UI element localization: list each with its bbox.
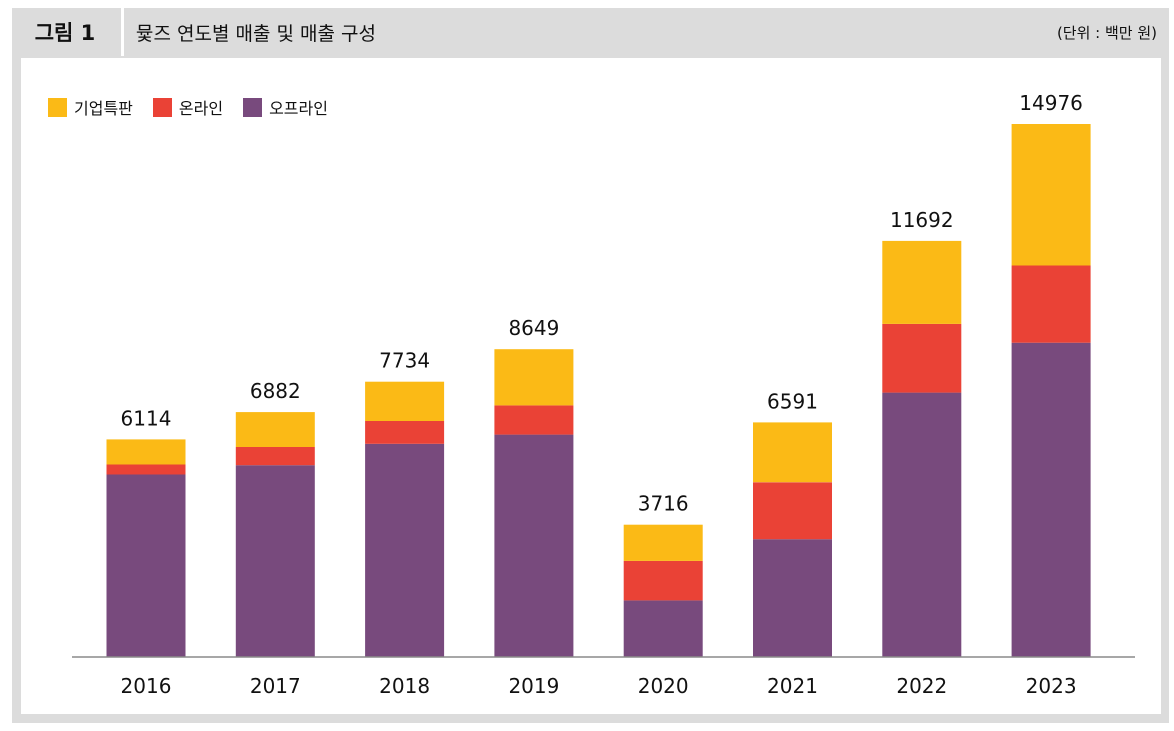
legend-swatch-offline [243,97,263,117]
bar-corporate-2021 [753,422,832,483]
legend: 기업특판 온라인 오프라인 [48,96,348,118]
legend-swatch-online [152,97,172,117]
bar-corporate-2022 [882,240,962,324]
x-tick-2020: 2020 [638,674,689,698]
chart-panel [21,58,1161,714]
bar-online-2017 [235,447,315,466]
bar-online-2021 [753,482,832,540]
total-label-2021: 6591 [767,389,818,413]
bar-online-2016 [106,464,186,475]
total-label-2018: 7734 [379,349,430,373]
bar-offline-2023 [1011,342,1091,657]
total-label-2023: 14976 [1019,91,1083,115]
total-label-2017: 6882 [250,379,301,403]
figure-title: 뮻즈 연도별 매출 및 매출 구성 [136,22,376,45]
x-tick-2022: 2022 [896,674,947,698]
x-tick-2019: 2019 [508,674,559,698]
x-tick-2017: 2017 [250,674,301,698]
bar-corporate-2018 [365,381,445,421]
legend-label-offline: 오프라인 [269,99,328,118]
bar-online-2020 [623,560,703,601]
bar-corporate-2020 [623,524,703,561]
total-label-2022: 11692 [890,208,954,232]
bar-offline-2017 [235,465,315,657]
bar-online-2019 [494,405,574,435]
bar-offline-2021 [753,539,832,657]
legend-item-online: 온라인 [152,95,224,119]
x-tick-2023: 2023 [1026,674,1077,698]
bar-online-2022 [882,323,962,393]
bar-corporate-2023 [1011,124,1091,266]
x-tick-2021: 2021 [767,674,818,698]
bar-offline-2022 [882,392,962,657]
bar-online-2023 [1011,265,1091,343]
bar-offline-2020 [623,600,703,657]
bar-offline-2016 [106,474,186,657]
total-label-2019: 8649 [508,316,559,340]
legend-label-corporate: 기업특판 [74,99,133,118]
total-label-2016: 6114 [121,406,172,430]
legend-item-corporate: 기업특판 [48,95,133,119]
x-tick-2016: 2016 [121,674,172,698]
header-divider [121,8,124,56]
unit-label: (단위 : 백만 원) [1056,23,1157,42]
legend-swatch-corporate [48,97,67,117]
total-label-2020: 3716 [638,492,689,516]
bar-corporate-2016 [106,439,186,465]
bar-offline-2019 [494,434,574,657]
x-tick-2018: 2018 [379,674,430,698]
bar-corporate-2019 [494,349,574,406]
legend-item-offline: 오프라인 [243,95,328,119]
bar-online-2018 [365,421,445,444]
legend-label-online: 온라인 [178,99,224,118]
bar-corporate-2017 [235,412,315,447]
bar-offline-2018 [365,443,445,657]
figure-header: 그림 1 뮻즈 연도별 매출 및 매출 구성 (단위 : 백만 원) [12,8,1169,56]
figure-label: 그림 1 [34,21,96,45]
